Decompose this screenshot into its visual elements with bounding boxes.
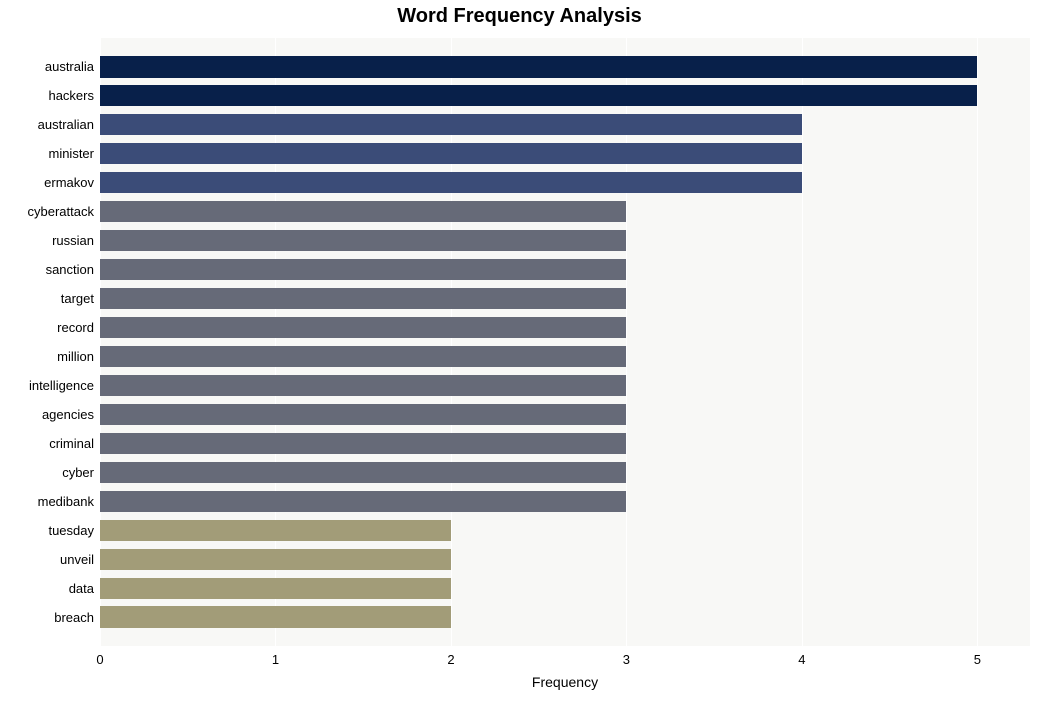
y-tick-label: hackers (48, 88, 94, 103)
bar (100, 578, 451, 599)
y-tick-label: criminal (49, 436, 94, 451)
y-tick-label: cyber (62, 465, 94, 480)
bar (100, 404, 626, 425)
y-tick-label: sanction (46, 262, 94, 277)
x-tick-label: 1 (255, 652, 295, 667)
bar (100, 85, 977, 106)
x-tick-label: 3 (606, 652, 646, 667)
bar (100, 259, 626, 280)
bar (100, 317, 626, 338)
y-tick-label: agencies (42, 407, 94, 422)
grid-line (977, 38, 978, 646)
grid-line (802, 38, 803, 646)
bar (100, 172, 802, 193)
plot-area (100, 38, 1030, 646)
bar (100, 346, 626, 367)
y-tick-label: minister (48, 146, 94, 161)
chart-title: Word Frequency Analysis (0, 5, 1039, 28)
x-tick-label: 5 (957, 652, 997, 667)
bar (100, 288, 626, 309)
y-tick-label: target (61, 291, 94, 306)
bar (100, 56, 977, 77)
bar (100, 143, 802, 164)
bar (100, 201, 626, 222)
y-tick-label: tuesday (48, 523, 94, 538)
bar (100, 520, 451, 541)
bar (100, 433, 626, 454)
bar (100, 606, 451, 627)
y-tick-label: breach (54, 610, 94, 625)
x-tick-label: 4 (782, 652, 822, 667)
bar (100, 491, 626, 512)
bar (100, 549, 451, 570)
y-tick-label: russian (52, 233, 94, 248)
y-tick-label: cyberattack (28, 204, 94, 219)
x-tick-label: 0 (80, 652, 120, 667)
bar (100, 114, 802, 135)
x-axis-label: Frequency (100, 674, 1030, 690)
y-tick-label: australian (38, 117, 94, 132)
y-tick-label: medibank (38, 494, 94, 509)
y-tick-label: record (57, 320, 94, 335)
word-frequency-chart: Word Frequency Analysis Frequency 0 1 2 3 4 5… (0, 0, 1039, 701)
y-tick-label: million (57, 349, 94, 364)
y-tick-label: unveil (60, 552, 94, 567)
y-tick-label: australia (45, 59, 94, 74)
y-tick-label: intelligence (29, 378, 94, 393)
bar (100, 375, 626, 396)
x-tick-label: 2 (431, 652, 471, 667)
bar (100, 462, 626, 483)
bar (100, 230, 626, 251)
y-tick-label: ermakov (44, 175, 94, 190)
y-tick-label: data (69, 581, 94, 596)
